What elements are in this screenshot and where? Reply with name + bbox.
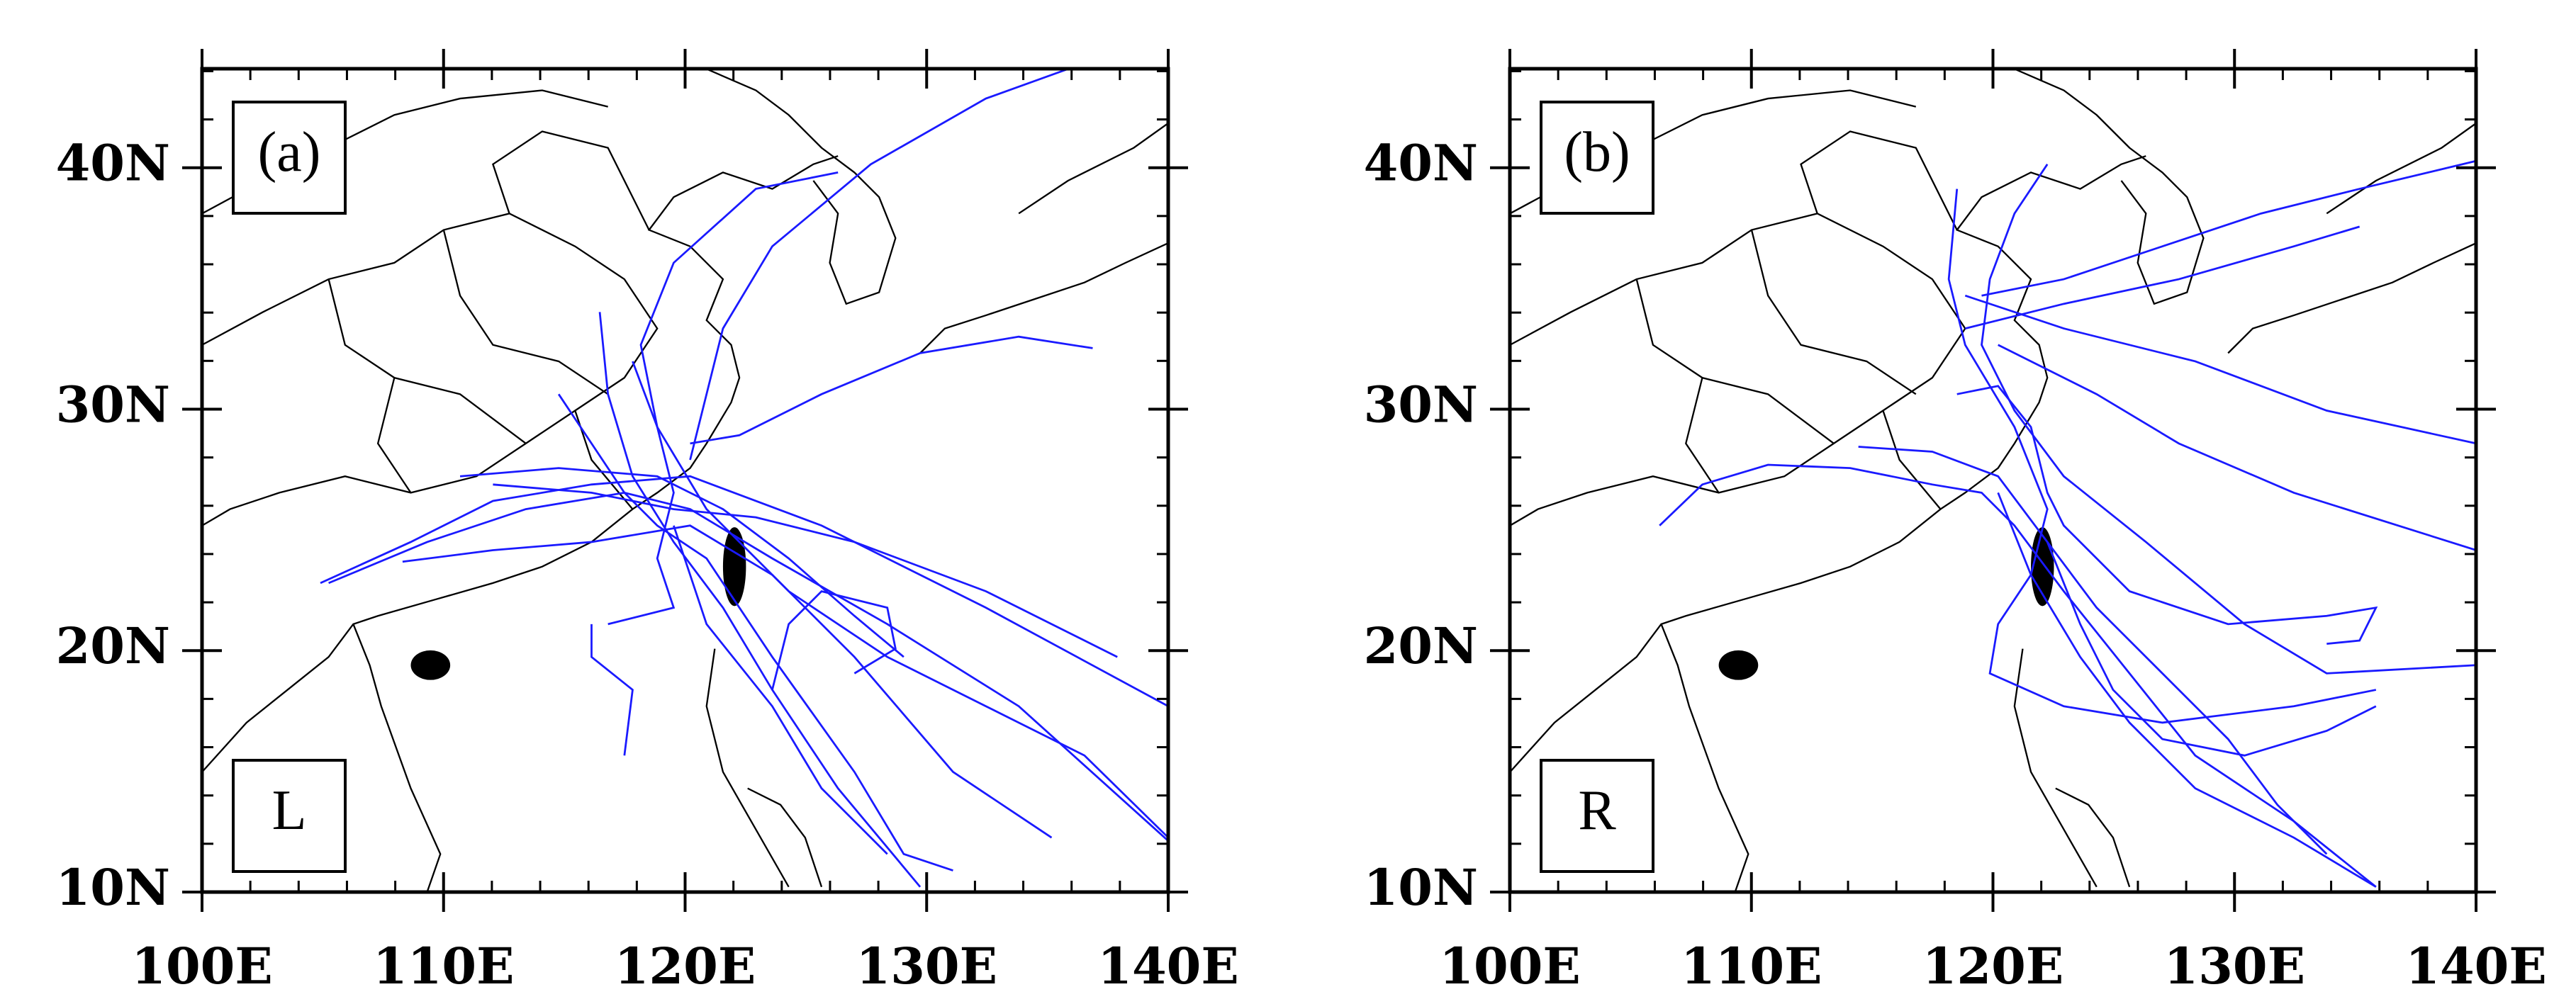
- panel-label-box: [1540, 101, 1654, 215]
- map-b: [1510, 69, 2477, 892]
- x-tick-label: 120E: [615, 937, 756, 995]
- x-tick-label: 130E: [856, 937, 997, 995]
- y-tick-label: 20N: [56, 616, 170, 675]
- map-art: [202, 69, 2477, 892]
- y-tick-label: 40N: [56, 134, 170, 193]
- y-tick-label: 10N: [1364, 858, 1478, 917]
- x-tick-label: 120E: [1922, 937, 2063, 995]
- map-a: [202, 69, 1169, 892]
- x-tick-label: 130E: [2164, 937, 2305, 995]
- panel-label-box: [232, 101, 347, 215]
- x-tick-label: 100E: [131, 937, 272, 995]
- panel-tag: L: [272, 779, 307, 842]
- x-tick-label: 110E: [373, 937, 514, 995]
- x-tick-label: 140E: [2405, 937, 2546, 995]
- panel-tag-box: [1540, 759, 1654, 873]
- panel-label: (a): [258, 121, 321, 184]
- panel-label: (b): [1564, 121, 1630, 184]
- x-tick-label: 140E: [1097, 937, 1238, 995]
- x-tick-label: 110E: [1681, 937, 1822, 995]
- x-tick-label: 100E: [1439, 937, 1580, 995]
- panel-tag: R: [1578, 779, 1616, 842]
- y-tick-label: 40N: [1364, 134, 1478, 193]
- y-tick-label: 10N: [56, 858, 170, 917]
- y-tick-label: 30N: [56, 375, 170, 434]
- panel-tag-box: [232, 759, 347, 873]
- y-tick-label: 20N: [1364, 616, 1478, 675]
- y-tick-label: 30N: [1364, 375, 1478, 434]
